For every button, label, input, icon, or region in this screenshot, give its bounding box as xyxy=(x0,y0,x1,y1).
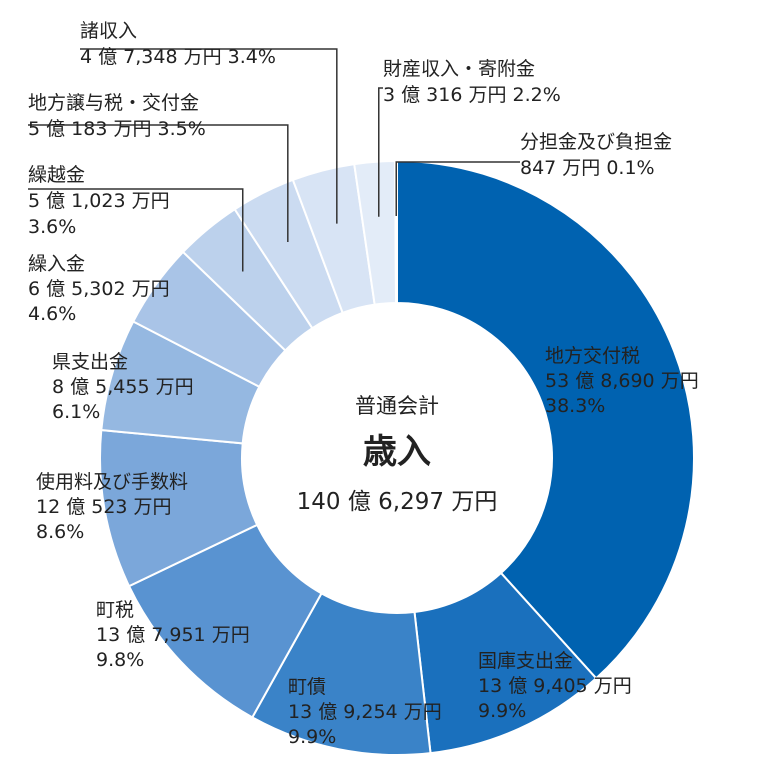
chart-total: 140 億 6,297 万円 xyxy=(297,489,498,515)
slice-label-12: 分担金及び負担金 847 万円 0.1% xyxy=(520,131,672,179)
slice-1 xyxy=(396,159,695,680)
slice-label-6: 県支出金 8 億 5,455 万円 6.1% xyxy=(52,351,194,423)
leader-line-12 xyxy=(395,161,520,217)
slice-label-10: 諸収入 4 億 7,348 万円 3.4% xyxy=(80,20,276,68)
slice-label-1: 地方交付税 53 億 8,690 万円 38.3% xyxy=(545,345,699,417)
leader-line-9 xyxy=(28,124,289,243)
slice-label-7: 繰入金 6 億 5,302 万円 4.6% xyxy=(28,253,170,325)
chart-title: 歳入 xyxy=(363,432,431,472)
slice-label-5: 使用料及び手数料 12 億 523 万円 8.6% xyxy=(36,471,188,543)
slice-label-8: 繰越金 5 億 1,023 万円 3.6% xyxy=(28,164,170,238)
leader-line-8 xyxy=(28,188,244,272)
chart-subtitle: 普通会計 xyxy=(355,394,439,418)
leader-line-11 xyxy=(378,87,383,217)
leader-line-10 xyxy=(80,48,338,224)
slice-label-3: 町債 13 億 9,254 万円 9.9% xyxy=(288,676,442,748)
slice-label-9: 地方譲与税・交付金 5 億 183 万円 3.5% xyxy=(28,92,206,140)
slice-label-4: 町税 13 億 7,951 万円 9.8% xyxy=(96,599,250,671)
slice-label-11: 財産収入・寄附金 3 億 316 万円 2.2% xyxy=(383,58,561,106)
slice-label-2: 国庫支出金 13 億 9,405 万円 9.9% xyxy=(478,650,632,722)
